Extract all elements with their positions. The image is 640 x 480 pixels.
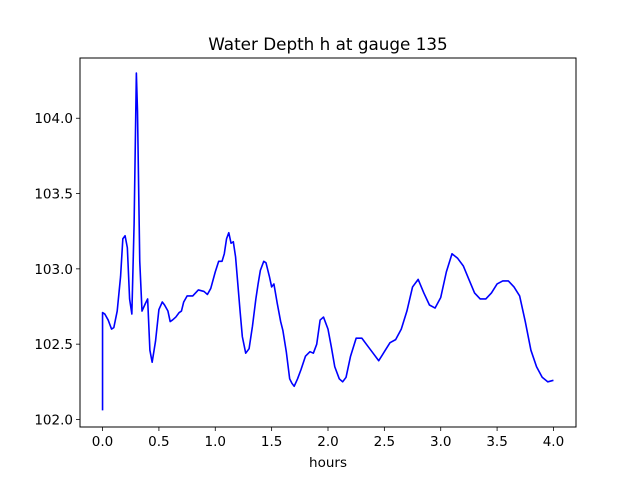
y-tick-label: 103.0: [34, 262, 73, 278]
axes-frame: [79, 57, 577, 428]
x-tick-label: 1.0: [205, 434, 226, 450]
x-tick-label: 0.5: [148, 434, 169, 450]
x-tick-label: 0.0: [92, 434, 113, 450]
y-tick-label: 104.0: [34, 111, 73, 127]
y-tick-label: 102.0: [34, 412, 73, 428]
axis-ticks: 0.0 0.5 1.0 1.5 2.0 2.5 3.0 3.5 4.0 102.0 102.5 103…: [34, 111, 564, 450]
x-tick-label: 3.0: [430, 434, 451, 450]
x-tick-label: 2.5: [374, 434, 395, 450]
x-tick-label: 1.5: [261, 434, 282, 450]
series-line-0: [101, 72, 554, 411]
y-tick-label: 103.5: [34, 187, 73, 203]
chart-title: Water Depth h at gauge 135: [208, 34, 447, 54]
x-tick-label: 3.5: [486, 434, 507, 450]
y-tick-label: 102.5: [34, 337, 73, 353]
x-axis-label: hours: [309, 455, 347, 471]
plot-area: [101, 72, 554, 411]
x-tick-label: 2.0: [317, 434, 338, 450]
x-tick-label: 4.0: [543, 434, 564, 450]
